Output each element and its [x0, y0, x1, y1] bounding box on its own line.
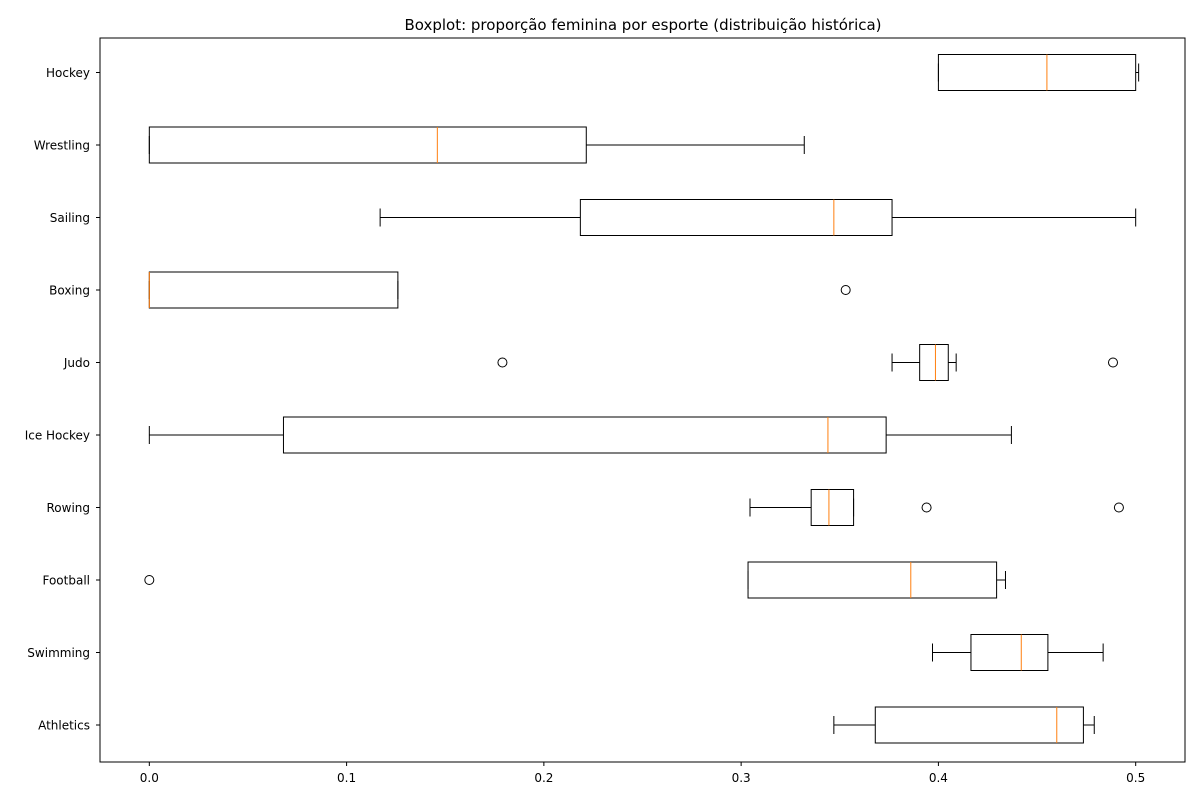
box-group-hockey	[937, 54, 1140, 91]
outlier-point	[921, 502, 932, 513]
box-group-athletics	[833, 706, 1095, 744]
outlier-point	[840, 285, 851, 295]
box-group-sailing	[379, 199, 1137, 236]
y-tick-label-football: Football	[42, 574, 90, 588]
box-iqr	[970, 634, 1049, 671]
x-tick-label: 0.4	[929, 771, 948, 785]
box-group-judo	[497, 344, 1118, 381]
box-iqr	[282, 416, 887, 454]
chart-title: Boxplot: proporção feminina por esporte …	[404, 16, 881, 34]
y-tick-label-boxing: Boxing	[49, 284, 90, 298]
box-group-football	[144, 561, 1006, 599]
y-tick-label-wrestling: Wrestling	[34, 139, 90, 153]
y-tick-label-hockey: Hockey	[46, 66, 90, 80]
box-group-swimming	[931, 634, 1104, 671]
y-tick-label-athletics: Athletics	[38, 719, 90, 733]
box-group-ice-hockey	[148, 416, 1012, 454]
box-iqr	[148, 271, 399, 309]
x-tick-label: 0.3	[732, 771, 751, 785]
y-tick-label-sailing: Sailing	[50, 211, 90, 225]
outlier-point	[497, 357, 508, 368]
x-tick-label: 0.0	[140, 771, 159, 785]
box-iqr	[810, 489, 855, 526]
box-group-wrestling	[148, 126, 805, 164]
box-iqr	[579, 199, 893, 236]
outlier-point	[144, 575, 155, 585]
x-tick-label: 0.5	[1126, 771, 1145, 785]
y-tick-label-swimming: Swimming	[27, 646, 90, 660]
y-tick-label-ice-hockey: Ice Hockey	[25, 429, 90, 443]
x-tick-label: 0.1	[337, 771, 356, 785]
box-iqr	[937, 54, 1137, 91]
box-group-boxing	[148, 271, 851, 309]
y-tick-label-judo: Judo	[63, 356, 90, 370]
y-tick-label-rowing: Rowing	[46, 501, 90, 515]
box-iqr	[874, 706, 1084, 744]
outlier-point	[1113, 502, 1124, 513]
boxplot-marks	[144, 54, 1140, 744]
x-tick-label: 0.2	[534, 771, 553, 785]
box-group-rowing	[749, 489, 1124, 526]
outlier-point	[1107, 357, 1118, 368]
box-iqr	[148, 126, 587, 164]
box-iqr	[919, 344, 949, 381]
plot-frame	[99, 37, 1186, 763]
box-iqr	[747, 561, 998, 599]
axes: Athletics Swimming Football Rowing Ice Hocke…	[25, 66, 1146, 785]
